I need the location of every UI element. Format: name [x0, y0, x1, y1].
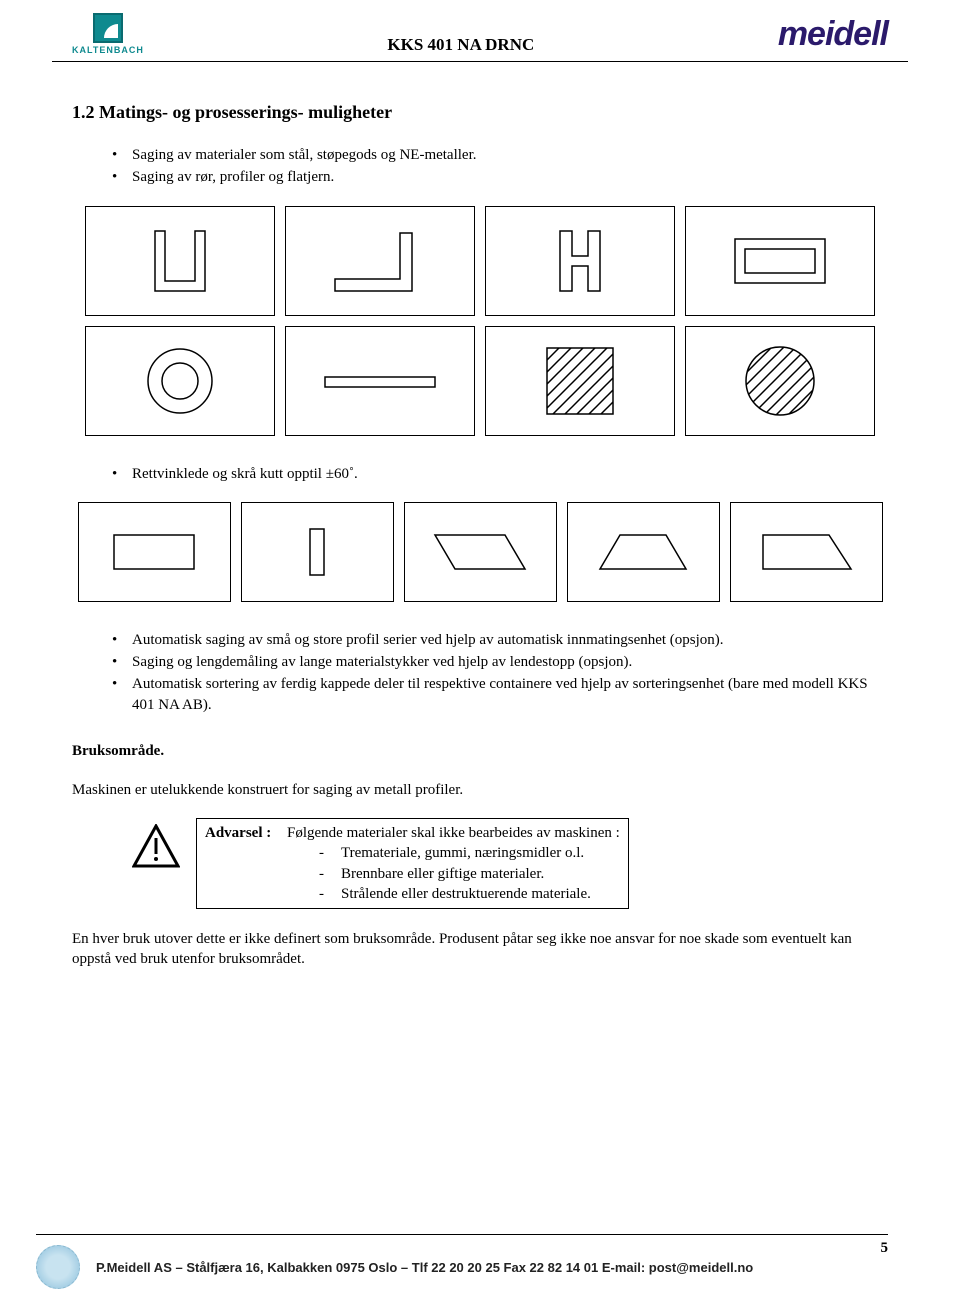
warning-icon — [132, 824, 180, 873]
shape-ring — [85, 326, 275, 436]
profile-shapes-row-1 — [72, 206, 888, 316]
warning-block: Advarsel : Følgende materialer skal ikke… — [132, 818, 888, 909]
list-item: Saging av rør, profiler og flatjern. — [112, 167, 888, 187]
shape-h-beam — [485, 206, 675, 316]
warning-label: Advarsel : — [205, 823, 287, 904]
bullet-list-b: Rettvinklede og skrå kutt opptil ±60˚. — [112, 464, 888, 484]
usage-text: Maskinen er utelukkende konstruert for s… — [72, 780, 888, 800]
list-item: Automatisk saging av små og store profil… — [112, 630, 888, 650]
kaltenbach-logo: KALTENBACH — [72, 13, 144, 55]
usage-title: Bruksområde. — [72, 743, 888, 760]
shape-flat-bar — [285, 326, 475, 436]
warning-item: Brennbare eller giftige materialer. — [319, 864, 620, 884]
bullet-list-a: Saging av materialer som stål, støpegods… — [112, 145, 888, 188]
closing-text: En hver bruk utover dette er ikke define… — [72, 929, 888, 970]
list-item: Saging og lengdemåling av lange material… — [112, 652, 888, 672]
kaltenbach-brand: KALTENBACH — [72, 45, 144, 55]
shape-square-solid — [485, 326, 675, 436]
list-item: Rettvinklede og skrå kutt opptil ±60˚. — [112, 464, 888, 484]
warning-item: Tremateriale, gummi, næringsmidler o.l. — [319, 843, 620, 863]
list-item: Saging av materialer som stål, støpegods… — [112, 145, 888, 165]
shape-cut-angle — [730, 502, 883, 602]
document-title: KKS 401 NA DRNC — [387, 35, 534, 55]
header: KALTENBACH KKS 401 NA DRNC meidell — [72, 15, 888, 55]
shape-cut-rect — [78, 502, 231, 602]
shape-u-channel — [85, 206, 275, 316]
page-number: 5 — [881, 1240, 889, 1257]
section-title: 1.2 Matings- og prosesserings- mulighete… — [72, 102, 888, 123]
meidell-logo: meidell — [778, 15, 888, 54]
footer-divider — [36, 1234, 888, 1235]
profile-shapes-row-2 — [72, 326, 888, 436]
cut-shapes-row — [72, 502, 888, 602]
footer-logo-icon — [36, 1245, 80, 1289]
shape-cut-trapezoid — [567, 502, 720, 602]
shape-angle — [285, 206, 475, 316]
shape-cut-vert — [241, 502, 394, 602]
bullet-list-c: Automatisk saging av små og store profil… — [112, 630, 888, 715]
shape-cut-parallelogram — [404, 502, 557, 602]
warning-main: Følgende materialer skal ikke bearbeides… — [287, 825, 620, 841]
warning-table: Advarsel : Følgende materialer skal ikke… — [196, 818, 629, 909]
warning-item: Strålende eller destruktuerende material… — [319, 884, 620, 904]
header-divider — [52, 61, 908, 62]
list-item: Automatisk sortering av ferdig kappede d… — [112, 674, 888, 715]
shape-rect-tube — [685, 206, 875, 316]
footer: 5 P.Meidell AS – Stålfjæra 16, Kalbakken… — [0, 1234, 960, 1305]
footer-contact: P.Meidell AS – Stålfjæra 16, Kalbakken 0… — [96, 1260, 753, 1275]
shape-round-solid — [685, 326, 875, 436]
